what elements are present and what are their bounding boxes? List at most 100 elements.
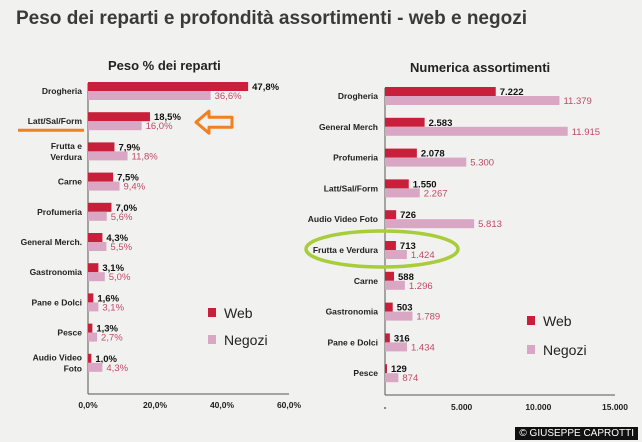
category-label-profumeria: Profumeria xyxy=(333,153,378,163)
bar-negozi-frutta-e-verdura xyxy=(88,151,128,161)
data-label-negozi-audio-video-foto: 4,3% xyxy=(106,363,128,374)
page-title: Peso dei reparti e profondità assortimen… xyxy=(16,8,527,29)
category-label-pesce: Pesce xyxy=(353,368,378,378)
category-label-gastronomia: Gastronomia xyxy=(30,267,83,277)
bar-web-audio-video-foto xyxy=(385,210,397,220)
category-label-audio-video-foto: Foto xyxy=(64,363,82,373)
bar-web-latt-sal-form xyxy=(385,179,409,189)
data-label-negozi-general-merch: 5,5% xyxy=(110,242,132,253)
bar-web-drogheria xyxy=(385,87,496,96)
data-label-web-pane-e-dolci: 316 xyxy=(394,333,410,344)
category-label-audio-video-foto: Audio Video Foto xyxy=(308,214,378,224)
legend-label-negozi: Negozi xyxy=(543,342,587,358)
data-label-negozi-drogheria: 36,6% xyxy=(215,91,242,102)
bar-negozi-carne xyxy=(88,181,120,191)
bar-negozi-pesce xyxy=(88,332,98,342)
bar-negozi-latt-sal-form xyxy=(385,188,420,198)
bar-negozi-drogheria xyxy=(385,96,560,105)
bar-web-latt-sal-form xyxy=(88,112,150,122)
category-label-drogheria: Drogheria xyxy=(42,86,82,96)
bar-negozi-gastronomia xyxy=(385,311,413,321)
x-tick-label: 0,0% xyxy=(78,400,98,410)
highlight-ellipse xyxy=(304,229,460,269)
chart-title-peso: Peso % dei reparti xyxy=(108,58,221,73)
bar-web-pane-e-dolci xyxy=(88,293,94,303)
category-label-audio-video-foto: Audio Video xyxy=(33,352,82,362)
data-label-web-gastronomia: 3,1% xyxy=(102,263,124,274)
data-label-web-profumeria: 2.078 xyxy=(421,149,445,160)
category-label-pane-e-dolci: Pane e Dolci xyxy=(31,297,82,307)
data-label-web-carne: 7,5% xyxy=(117,173,139,184)
bar-negozi-latt-sal-form xyxy=(88,121,142,131)
data-label-web-audio-video-foto: 1,0% xyxy=(95,354,117,365)
data-label-negozi-audio-video-foto: 5.813 xyxy=(478,219,502,230)
bar-negozi-drogheria xyxy=(88,91,211,100)
bar-web-gastronomia xyxy=(385,302,393,312)
data-label-negozi-gastronomia: 1.789 xyxy=(416,312,440,323)
data-label-negozi-pane-e-dolci: 3,1% xyxy=(102,302,124,313)
data-label-web-pesce: 1,3% xyxy=(96,324,118,335)
category-label-general-merch: General Merch. xyxy=(21,237,82,247)
data-label-negozi-profumeria: 5,6% xyxy=(111,212,133,223)
data-label-web-gastronomia: 503 xyxy=(397,303,413,314)
bar-web-audio-video-foto xyxy=(88,353,92,363)
category-label-frutta-e-verdura: Verdura xyxy=(50,152,82,162)
bar-web-carne xyxy=(88,172,114,182)
bar-negozi-pesce xyxy=(385,373,399,383)
bar-web-frutta-e-verdura xyxy=(88,142,115,152)
bar-negozi-frutta-e-verdura xyxy=(385,250,407,259)
data-label-negozi-pesce: 2,7% xyxy=(101,333,123,344)
data-label-web-general-merch: 4,3% xyxy=(106,233,128,244)
bar-web-general-merch xyxy=(88,233,103,242)
bar-web-pesce xyxy=(88,323,93,333)
bar-web-frutta-e-verdura xyxy=(385,241,396,250)
bar-negozi-profumeria xyxy=(88,211,107,221)
x-tick-label: 20,0% xyxy=(143,400,168,410)
data-label-negozi-frutta-e-verdura: 11,8% xyxy=(132,151,159,162)
bar-negozi-audio-video-foto xyxy=(88,362,103,372)
bar-web-gastronomia xyxy=(88,263,99,273)
data-label-web-pane-e-dolci: 1,6% xyxy=(97,293,119,304)
data-label-negozi-pesce: 874 xyxy=(402,373,418,384)
category-label-frutta-e-verdura: Frutta e Verdura xyxy=(313,245,378,255)
x-tick-label: - xyxy=(384,402,387,412)
data-label-negozi-profumeria: 5.300 xyxy=(470,158,494,169)
data-label-negozi-general-merch: 11.915 xyxy=(572,127,600,138)
category-label-carne: Carne xyxy=(58,177,82,187)
data-label-web-pesce: 129 xyxy=(391,364,407,375)
copyright-label: © GIUSEPPE CAPROTTI xyxy=(515,427,638,440)
data-label-negozi-latt-sal-form: 16,0% xyxy=(146,121,173,132)
legend-label-web: Web xyxy=(224,305,253,321)
category-label-profumeria: Profumeria xyxy=(37,207,82,217)
data-label-web-audio-video-foto: 726 xyxy=(400,210,416,221)
x-tick-label: 5.000 xyxy=(451,402,473,412)
chart-title-numerica: Numerica assortimenti xyxy=(410,60,551,75)
x-tick-label: 15.000 xyxy=(602,402,628,412)
bar-web-profumeria xyxy=(88,202,112,212)
category-label-latt-sal-form: Latt/Sal/Form xyxy=(324,183,379,193)
bar-negozi-audio-video-foto xyxy=(385,219,475,229)
legend-swatch-web xyxy=(527,316,535,325)
data-label-negozi-carne: 1.296 xyxy=(409,281,433,292)
highlight-arrow-icon xyxy=(194,109,234,135)
x-tick-label: 40,0% xyxy=(210,400,235,410)
category-label-frutta-e-verdura: Frutta e xyxy=(51,141,82,151)
data-label-negozi-pane-e-dolci: 1.434 xyxy=(411,342,435,353)
bar-negozi-pane-e-dolci xyxy=(385,342,407,352)
category-label-general-merch: General Merch xyxy=(319,122,378,132)
data-label-web-carne: 588 xyxy=(398,272,414,283)
category-label-pane-e-dolci: Pane e Dolci xyxy=(327,337,378,347)
bar-web-pesce xyxy=(385,364,387,374)
data-label-web-latt-sal-form: 1.550 xyxy=(413,179,437,190)
bar-web-profumeria xyxy=(385,148,417,158)
bar-web-drogheria xyxy=(88,82,249,91)
category-label-carne: Carne xyxy=(354,276,378,286)
data-label-negozi-gastronomia: 5,0% xyxy=(109,272,131,283)
bar-negozi-general-merch xyxy=(88,242,107,251)
legend-swatch-negozi xyxy=(208,335,216,344)
data-label-web-frutta-e-verdura: 713 xyxy=(400,241,416,252)
data-label-negozi-latt-sal-form: 2.267 xyxy=(424,188,448,199)
bar-web-carne xyxy=(385,271,395,281)
bar-negozi-carne xyxy=(385,280,405,290)
data-label-web-general-merch: 2.583 xyxy=(429,118,453,129)
